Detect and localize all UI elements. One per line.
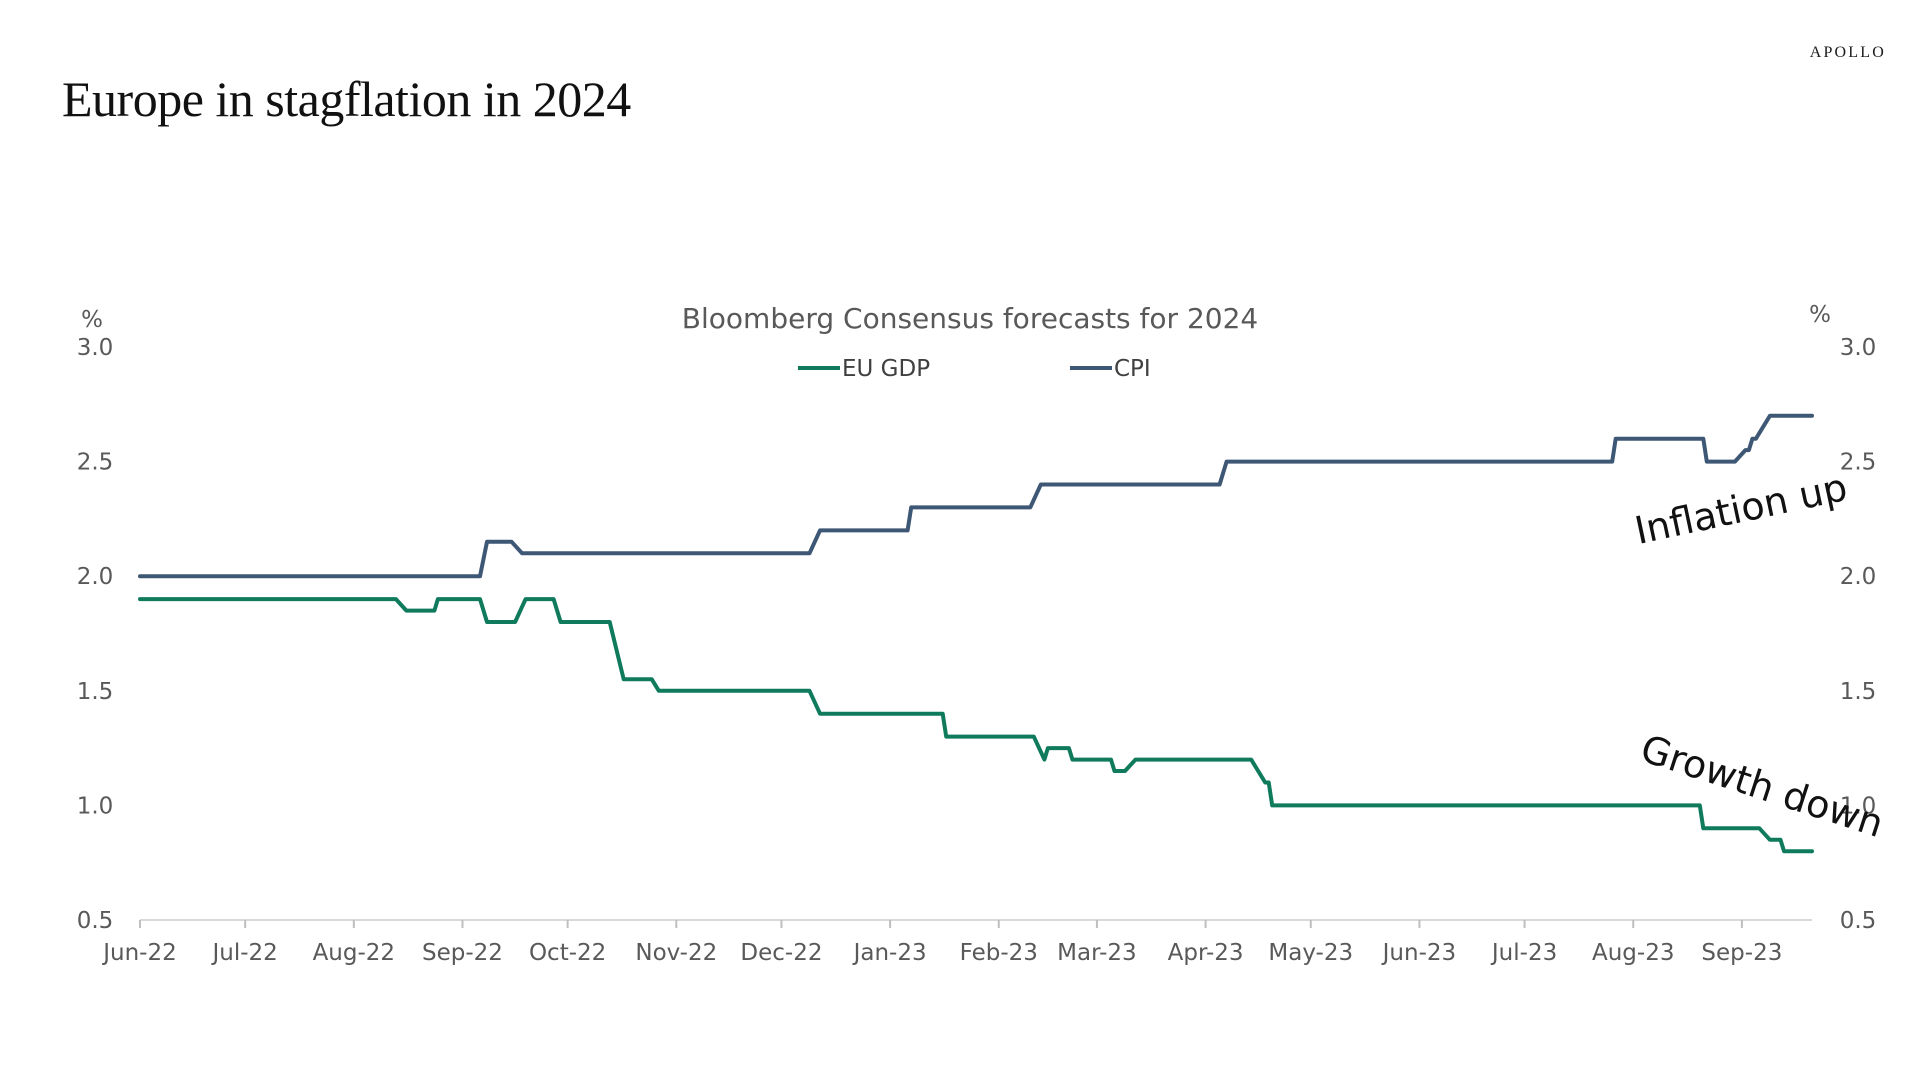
x-tick-label: Aug-23 xyxy=(1592,940,1674,966)
right-axis-unit: % xyxy=(1809,302,1831,328)
y-tick-label-right: 2.5 xyxy=(1840,450,1877,476)
x-tick-label: May-23 xyxy=(1268,940,1353,966)
left-axis-unit: % xyxy=(81,307,103,333)
x-tick-label: Apr-23 xyxy=(1168,940,1244,966)
x-tick-label: Oct-22 xyxy=(529,940,606,966)
series-line-cpi xyxy=(138,413,1814,579)
y-tick-label-right: 0.5 xyxy=(1840,908,1877,934)
x-tick-label: Jun-22 xyxy=(101,940,177,966)
x-tick-label: Dec-22 xyxy=(740,940,822,966)
y-tick-label-left: 2.0 xyxy=(77,564,114,590)
y-tick-label-right: 3.0 xyxy=(1840,335,1877,361)
y-tick-label-left: 1.0 xyxy=(77,793,114,819)
x-tick-label: Mar-23 xyxy=(1057,940,1137,966)
annotation-growth-down: Growth down xyxy=(1635,726,1888,846)
x-tick-label: Jan-23 xyxy=(852,940,927,966)
y-tick-label-left: 3.0 xyxy=(77,335,114,361)
annotation-inflation-up: Inflation up xyxy=(1631,465,1851,553)
x-tick-label: Sep-23 xyxy=(1701,940,1782,966)
x-tick-label: Sep-22 xyxy=(422,940,503,966)
x-tick-label: Nov-22 xyxy=(635,940,717,966)
y-tick-label-right: 2.0 xyxy=(1840,564,1877,590)
legend-label: EU GDP xyxy=(842,356,930,382)
series-line-eu-gdp xyxy=(138,597,1814,854)
x-tick-label: Aug-22 xyxy=(313,940,395,966)
x-tick-label: Jul-23 xyxy=(1490,940,1557,966)
x-tick-label: Jul-22 xyxy=(210,940,277,966)
y-tick-label-right: 1.0 xyxy=(1840,793,1877,819)
legend-label: CPI xyxy=(1114,356,1151,382)
y-tick-label-left: 2.5 xyxy=(77,450,114,476)
page-title: Europe in stagflation in 2024 xyxy=(62,71,631,127)
y-tick-label-right: 1.5 xyxy=(1840,679,1877,705)
chart-title: Bloomberg Consensus forecasts for 2024 xyxy=(682,302,1258,335)
x-tick-label: Feb-23 xyxy=(960,940,1038,966)
y-tick-label-left: 0.5 xyxy=(77,908,114,934)
brand-logo: APOLLO xyxy=(1809,44,1886,61)
x-tick-label: Jun-23 xyxy=(1381,940,1457,966)
y-tick-label-left: 1.5 xyxy=(77,679,114,705)
